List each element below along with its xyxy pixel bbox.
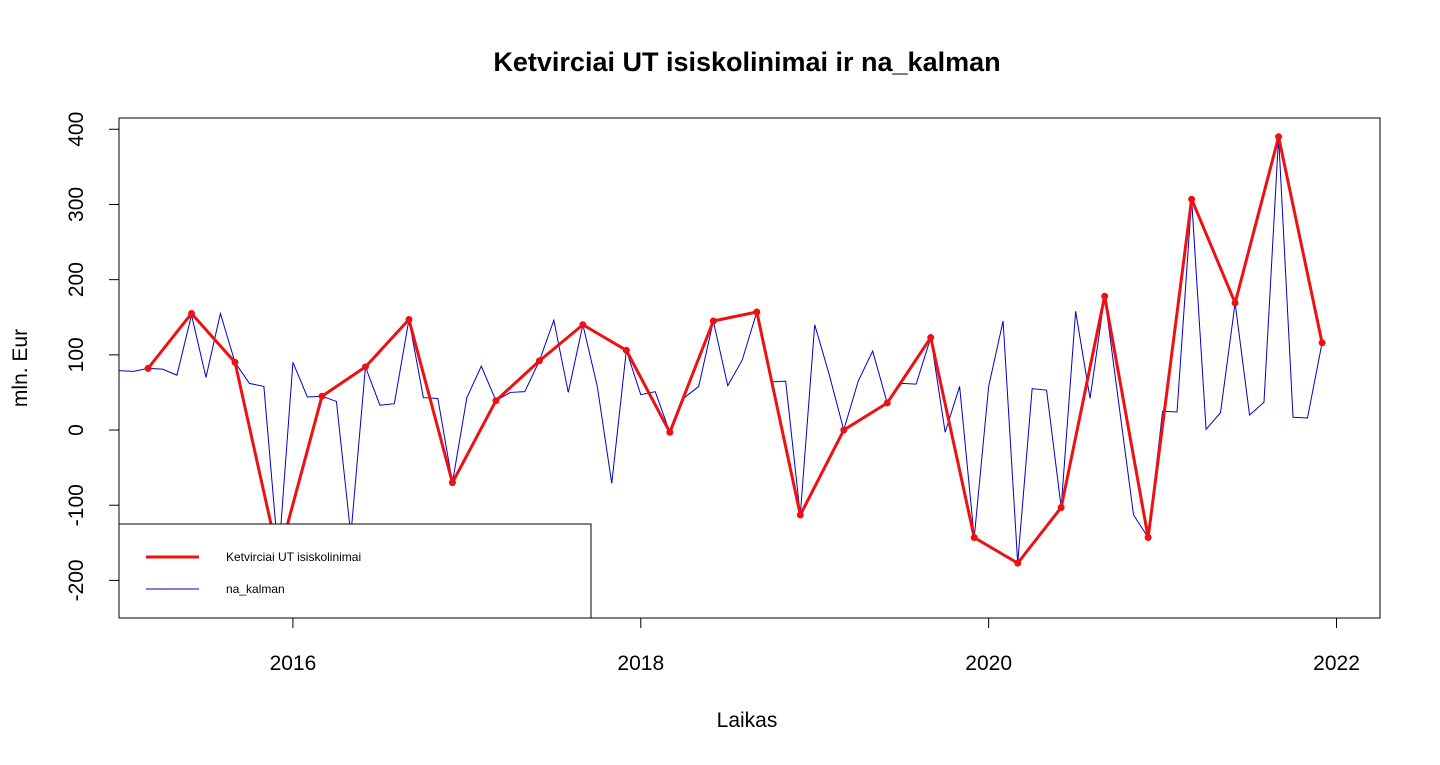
chart-title: Ketvirciai UT isiskolinimai ir na_kalman bbox=[493, 47, 1000, 77]
data-point-ketvirciai bbox=[405, 316, 413, 324]
data-point-ketvirciai bbox=[666, 428, 674, 436]
data-point-ketvirciai bbox=[1014, 559, 1022, 567]
data-point-ketvirciai bbox=[970, 534, 978, 542]
x-tick-label: 2016 bbox=[270, 652, 317, 675]
legend-label-quarterly: Ketvirciai UT isiskolinimai bbox=[226, 550, 361, 564]
data-point-ketvirciai bbox=[492, 397, 500, 405]
data-point-ketvirciai bbox=[840, 426, 848, 434]
data-point-ketvirciai bbox=[709, 317, 717, 325]
data-point-ketvirciai bbox=[1188, 195, 1196, 203]
x-axis-label: Laikas bbox=[717, 709, 778, 732]
data-point-ketvirciai bbox=[231, 358, 239, 366]
x-tick-label: 2018 bbox=[617, 652, 664, 675]
data-point-ketvirciai bbox=[1318, 339, 1326, 347]
data-point-ketvirciai bbox=[188, 309, 196, 317]
data-point-ketvirciai bbox=[448, 479, 456, 487]
legend-label-kalman: na_kalman bbox=[226, 582, 285, 596]
series-layer bbox=[119, 133, 1326, 567]
data-point-ketvirciai bbox=[318, 392, 326, 400]
y-tick-label: -100 bbox=[65, 484, 88, 526]
y-tick-label: 300 bbox=[65, 187, 88, 222]
data-point-ketvirciai bbox=[1144, 534, 1152, 542]
data-point-ketvirciai bbox=[1101, 292, 1109, 300]
legend-box bbox=[118, 523, 592, 619]
data-point-ketvirciai bbox=[144, 364, 152, 372]
data-point-ketvirciai bbox=[927, 334, 935, 342]
y-tick-label: -200 bbox=[65, 559, 88, 601]
x-axis: 2016 2018 2020 2022 bbox=[270, 618, 1360, 675]
data-point-ketvirciai bbox=[1275, 133, 1283, 141]
data-point-ketvirciai bbox=[622, 346, 630, 354]
y-tick-label: 100 bbox=[65, 337, 88, 372]
data-point-ketvirciai bbox=[579, 321, 587, 329]
y-axis: -200 -100 0 100 200 300 400 bbox=[65, 112, 119, 601]
legend: Ketvirciai UT isiskolinimai na_kalman bbox=[118, 523, 592, 619]
data-point-ketvirciai bbox=[535, 357, 543, 365]
data-point-ketvirciai bbox=[883, 399, 891, 407]
x-tick-label: 2020 bbox=[965, 652, 1012, 675]
data-point-ketvirciai bbox=[1057, 503, 1065, 511]
y-tick-label: 0 bbox=[65, 424, 88, 436]
y-tick-label: 400 bbox=[65, 112, 88, 147]
y-tick-label: 200 bbox=[65, 262, 88, 297]
data-point-ketvirciai bbox=[753, 308, 761, 316]
y-axis-label: mln. Eur bbox=[9, 329, 32, 407]
data-point-ketvirciai bbox=[796, 511, 804, 519]
data-point-ketvirciai bbox=[1231, 299, 1239, 307]
data-point-ketvirciai bbox=[361, 363, 369, 371]
plot-border bbox=[118, 117, 1381, 619]
series-line-ketvirciai bbox=[146, 135, 1324, 565]
x-tick-label: 2022 bbox=[1313, 652, 1360, 675]
